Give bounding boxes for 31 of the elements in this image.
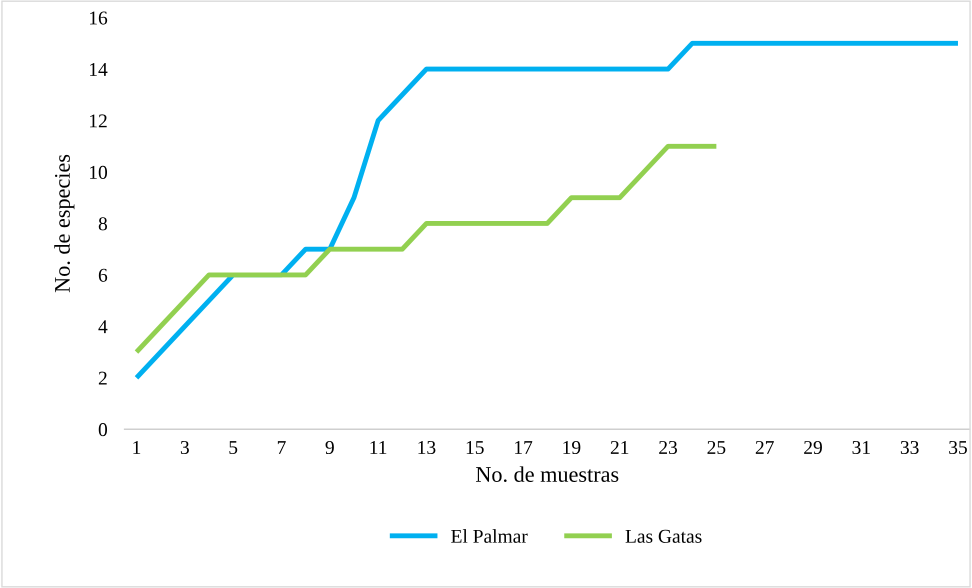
x-tick-label: 25 xyxy=(707,440,726,454)
x-tick-label: 1 xyxy=(133,441,140,454)
x-tick-label: 35 xyxy=(949,440,967,454)
x-tick-label: 13 xyxy=(418,440,436,454)
y-tick-label: 2 xyxy=(98,372,107,385)
y-tick-label: 6 xyxy=(98,268,108,282)
y-tick-label: 8 xyxy=(98,217,108,230)
legend-label: Las Gatas xyxy=(626,530,702,543)
x-tick-label: 7 xyxy=(278,441,286,454)
x-tick-label: 3 xyxy=(180,440,189,454)
y-tick-label: 14 xyxy=(90,63,108,76)
x-tick-label: 27 xyxy=(756,440,774,454)
y-tick-label: 0 xyxy=(98,423,108,436)
y-tick-label: 12 xyxy=(90,114,107,128)
x-tick-label: 29 xyxy=(804,440,822,454)
x-tick-label: 31 xyxy=(852,440,870,454)
y-tick-label: 16 xyxy=(90,12,108,25)
x-tick-label: 9 xyxy=(326,440,334,454)
x-tick-label: 19 xyxy=(563,440,580,454)
legend-label: El Palmar xyxy=(451,529,528,543)
x-tick-label: 5 xyxy=(229,441,238,454)
x-tick-label: 15 xyxy=(466,441,484,454)
x-tick-label: 17 xyxy=(515,441,532,454)
y-tick-label: 10 xyxy=(90,166,108,179)
x-tick-label: 33 xyxy=(900,440,919,454)
x-axis-title: No. de muestras xyxy=(476,466,618,482)
x-tick-label: 11 xyxy=(370,441,386,454)
y-axis-title: No. de especies xyxy=(54,154,74,292)
x-tick-label: 21 xyxy=(610,440,628,454)
x-tick-label: 23 xyxy=(659,440,678,454)
y-tick-label: 4 xyxy=(98,320,108,334)
